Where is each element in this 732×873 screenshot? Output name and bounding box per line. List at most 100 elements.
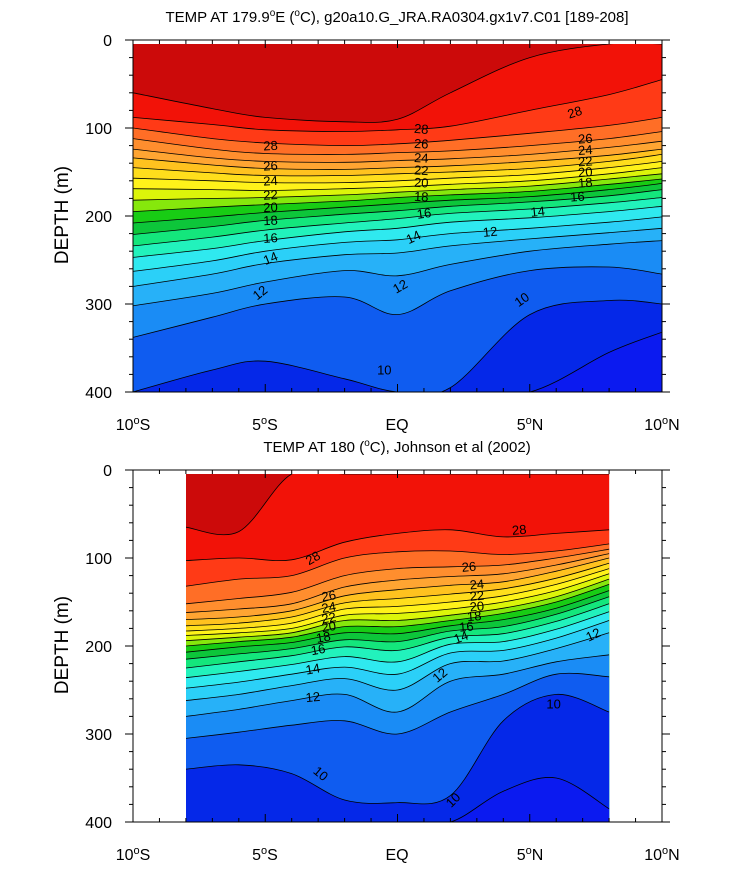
y-tick-label: 200: [85, 209, 112, 226]
contour-label-text: 16: [263, 230, 278, 246]
contour-label-text: 28: [413, 121, 429, 137]
contour-label: 18: [466, 608, 482, 624]
isotherm-line: [133, 189, 662, 235]
contour-label: 24: [578, 142, 593, 158]
isotherm-line: [133, 227, 662, 287]
contour-label: 28: [511, 522, 527, 538]
contour-label: 12: [482, 224, 498, 240]
contour-label: 18: [414, 189, 429, 205]
isotherm-line: [133, 140, 662, 163]
contour-label-text: 24: [320, 599, 337, 616]
contour-label-text: 14: [304, 660, 321, 677]
contour-label-text: 28: [511, 522, 527, 538]
isotherm-line: [133, 240, 662, 307]
isotherm-line: [186, 543, 610, 587]
x-tick-label: 10oS: [116, 845, 151, 864]
y-tick-label: 0: [103, 463, 112, 480]
y-tick-label: 100: [85, 121, 112, 138]
isotherm-line: [133, 178, 662, 212]
isotherm-line: [186, 603, 610, 669]
contour-label-text: 20: [263, 199, 278, 215]
isotherm-line: [186, 654, 610, 717]
contour-label-text: 28: [263, 138, 278, 154]
contour-label: 20: [578, 164, 593, 180]
contour-label-text: 22: [578, 153, 593, 169]
contour-label: 22: [578, 153, 593, 169]
contour-label: 14: [404, 227, 423, 247]
isotherm-line: [133, 131, 662, 155]
contour-label-text: 16: [570, 189, 585, 205]
isotherm-line: [186, 590, 610, 653]
isotherm-line: [133, 154, 662, 177]
contour-label: 18: [315, 629, 332, 646]
contour-label: 20: [469, 598, 485, 614]
contour-label-text: 20: [469, 598, 485, 614]
contour-label: 22: [320, 609, 337, 626]
contour-label: 12: [583, 625, 602, 645]
contour-label: 28: [303, 548, 323, 568]
temperature-fill-layer: [186, 474, 610, 822]
contour-label-text: 28: [303, 548, 323, 568]
contour-label: 12: [390, 276, 410, 296]
isotherm-line: [133, 197, 662, 247]
contour-label-text: 26: [414, 136, 429, 152]
contour-label: 26: [263, 158, 278, 174]
contour-label: 12: [305, 689, 321, 705]
contour-label-text: 14: [452, 628, 471, 647]
chart-title: TEMP AT 179.9oE (oC), g20a10.G_JRA.RA030…: [165, 8, 628, 26]
panel-bottom: TEMP AT 180 (oC), Johnson et al (2002) D…: [52, 438, 680, 864]
contour-label: 16: [416, 205, 432, 222]
contour-label-text: 22: [263, 187, 278, 203]
y-tick-label: 200: [85, 639, 112, 656]
contour-label-text: 24: [469, 576, 485, 592]
isotherm-line: [186, 562, 610, 627]
contour-label-layer: 2826242220181614121028262422201816141212…: [303, 522, 603, 811]
contour-label-text: 10: [377, 363, 391, 378]
contour-label: 16: [570, 189, 585, 205]
x-tick-label: 5oN: [517, 845, 544, 864]
contour-label: 26: [578, 131, 593, 147]
contour-label-text: 20: [578, 164, 593, 180]
contour-label: 16: [263, 230, 278, 246]
contour-label: 24: [263, 173, 278, 189]
isotherm-line: [186, 568, 610, 632]
y-tick-labels: 0 100 200 300 400: [85, 463, 112, 832]
x-tick-label: 10oS: [116, 415, 151, 434]
contour-label: 22: [469, 588, 485, 604]
contour-label-text: 14: [404, 227, 423, 247]
panel-top: TEMP AT 179.9oE (oC), g20a10.G_JRA.RA030…: [52, 8, 680, 434]
contour-label-text: 12: [390, 276, 410, 296]
contour-label: 16: [310, 641, 327, 658]
contour-label: 20: [414, 175, 429, 191]
x-tick-label: 5oS: [252, 415, 278, 434]
isotherm-line: [133, 205, 662, 258]
x-tick-label: 5oS: [252, 845, 278, 864]
contour-label-text: 14: [261, 249, 280, 268]
band-fill: [133, 300, 662, 392]
y-tick-labels: 0 100 200 300 400: [85, 33, 112, 402]
y-tick-label: 400: [85, 385, 112, 402]
tick-layer: [125, 39, 670, 393]
temperature-fill-layer: [133, 44, 662, 392]
contour-label: 10: [546, 697, 560, 712]
contour-label-text: 12: [583, 625, 602, 645]
isotherm-line: [186, 777, 610, 822]
isotherm-line: [133, 183, 662, 224]
contour-label: 10: [377, 363, 391, 378]
contour-label: 18: [263, 213, 278, 229]
contour-label-text: 18: [578, 175, 593, 191]
contour-label-text: 10: [512, 289, 532, 310]
x-tick-label: 5oN: [517, 415, 544, 434]
isotherm-line: [133, 299, 662, 392]
contour-label: 16: [458, 618, 474, 634]
contour-label: 24: [414, 150, 429, 166]
contour-label: 20: [320, 618, 337, 635]
contour-label: 14: [261, 249, 280, 268]
contour-label-text: 24: [578, 142, 593, 158]
isotherm-line: [133, 167, 662, 191]
contour-label-text: 18: [466, 608, 482, 624]
contour-label: 14: [452, 628, 471, 647]
contour-label-text: 20: [320, 618, 337, 635]
isotherm-line: [186, 474, 610, 536]
isotherm-line: [186, 632, 610, 701]
